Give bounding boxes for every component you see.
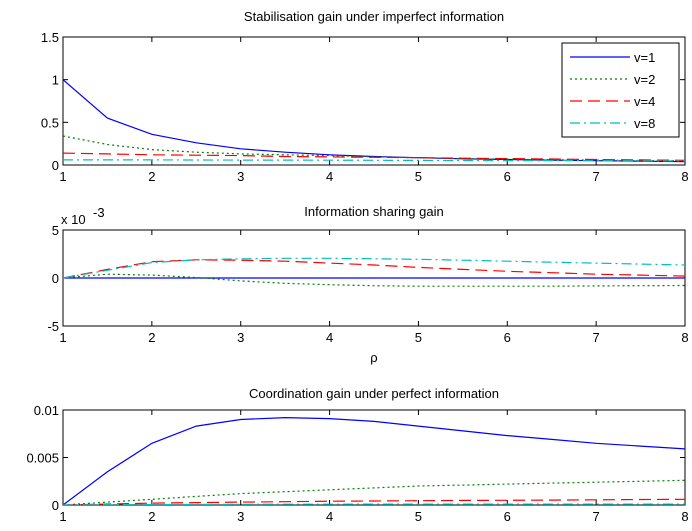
y-tick-label: 5: [52, 223, 59, 238]
y-tick-label: 0: [52, 158, 59, 173]
y-tick-label: -5: [47, 319, 59, 334]
series-line-4: [63, 159, 685, 162]
x-tick-label: 1: [59, 330, 66, 345]
chart-panel-1: Stabilisation gain under imperfect infor…: [41, 9, 689, 184]
x-tick-label: 5: [415, 330, 422, 345]
y-tick-label: 0.01: [34, 403, 59, 418]
legend-entry: v=1: [634, 50, 655, 65]
series-line-4: [63, 257, 685, 279]
chart-title: Information sharing gain: [304, 204, 443, 219]
legend: v=1 v=2 v=4 v=8: [561, 42, 680, 138]
series-line-1: [63, 79, 685, 163]
x-tick-label: 4: [326, 330, 333, 345]
x-tick-label: 2: [148, 169, 155, 184]
x-tick-label: 3: [237, 330, 244, 345]
legend-entry: v=2: [634, 72, 655, 87]
legend-entry: v=8: [634, 116, 655, 131]
x-tick-label: 5: [415, 509, 422, 524]
x-tick-label: 5: [415, 169, 422, 184]
series-line-3: [63, 259, 685, 279]
series-line-3: [63, 498, 685, 505]
x-tick-label: 7: [593, 509, 600, 524]
series-line-1: [63, 416, 685, 505]
x-tick-label: 6: [504, 330, 511, 345]
x-tick-label: 4: [326, 169, 333, 184]
x-tick-label: 8: [681, 169, 688, 184]
x-tick-label: 7: [593, 169, 600, 184]
legend-entry: v=4: [634, 94, 655, 109]
x-tick-label: 6: [504, 509, 511, 524]
x-tick-label: 3: [237, 169, 244, 184]
y-tick-label: 1: [52, 73, 59, 88]
y-exponent-power: -3: [93, 205, 105, 220]
chart-panel-3: Coordination gain under perfect informat…: [26, 386, 688, 524]
x-tick-label: 4: [326, 509, 333, 524]
series-line-4: [63, 503, 685, 505]
series-line-2: [63, 273, 685, 287]
axes-box: [62, 36, 686, 166]
y-tick-label: 0: [52, 498, 59, 513]
legend-box: [561, 42, 680, 138]
x-tick-label: 2: [148, 330, 155, 345]
x-axis-label: ρ: [370, 350, 377, 365]
x-tick-label: 6: [504, 169, 511, 184]
y-tick-label: 0.005: [26, 451, 59, 466]
y-tick-label: 1.5: [41, 30, 59, 45]
y-tick-label: 0: [52, 271, 59, 286]
chart-title: Coordination gain under perfect informat…: [249, 386, 499, 401]
series-line-2: [63, 479, 685, 505]
x-tick-label: 3: [237, 509, 244, 524]
x-tick-label: 8: [681, 509, 688, 524]
chart-title: Stabilisation gain under imperfect infor…: [244, 9, 504, 24]
x-tick-label: 8: [681, 330, 688, 345]
y-exponent-label: x 10: [61, 212, 86, 227]
x-tick-label: 1: [59, 509, 66, 524]
y-tick-label: 0.5: [41, 115, 59, 130]
x-tick-label: 7: [593, 330, 600, 345]
x-tick-label: 2: [148, 509, 155, 524]
x-tick-label: 1: [59, 169, 66, 184]
series-line-3: [63, 152, 685, 161]
